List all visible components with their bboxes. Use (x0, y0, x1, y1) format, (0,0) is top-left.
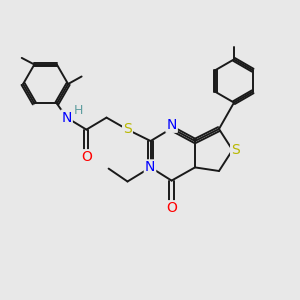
Text: N: N (145, 160, 155, 174)
Text: H: H (73, 104, 83, 118)
Text: S: S (123, 122, 132, 136)
Text: N: N (61, 111, 72, 124)
Text: N: N (167, 118, 177, 132)
Text: O: O (166, 201, 177, 215)
Text: S: S (231, 143, 240, 157)
Text: O: O (81, 150, 92, 164)
